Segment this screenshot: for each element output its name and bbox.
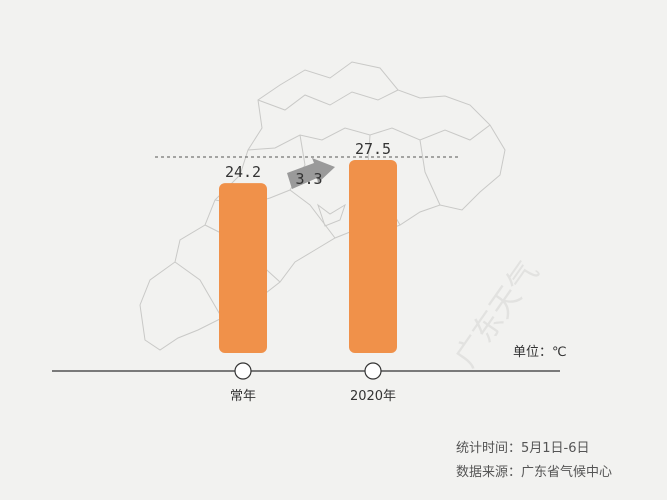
footer-period: 统计时间：5月1日-6日 <box>456 441 590 456</box>
bars-group: 24.2 常年 27.5 2020年 <box>219 140 397 404</box>
bar-value-label-0: 24.2 <box>225 163 261 181</box>
bar-value-label-1: 27.5 <box>355 140 391 158</box>
bar-0 <box>219 183 267 353</box>
category-label-1: 2020年 <box>350 389 396 404</box>
difference-label: 3.3 <box>295 170 322 188</box>
difference-arrow: 3.3 <box>287 158 335 189</box>
map-outline-decoration <box>139 61 506 351</box>
unit-label: 单位：℃ <box>513 345 567 360</box>
footer-source: 数据来源：广东省气候中心 <box>456 464 612 480</box>
bar-1 <box>349 160 397 353</box>
arrow-shape <box>287 158 335 189</box>
axis-marker-1 <box>364 362 382 380</box>
category-label-0: 常年 <box>230 389 256 404</box>
axis-marker-0 <box>234 362 252 380</box>
